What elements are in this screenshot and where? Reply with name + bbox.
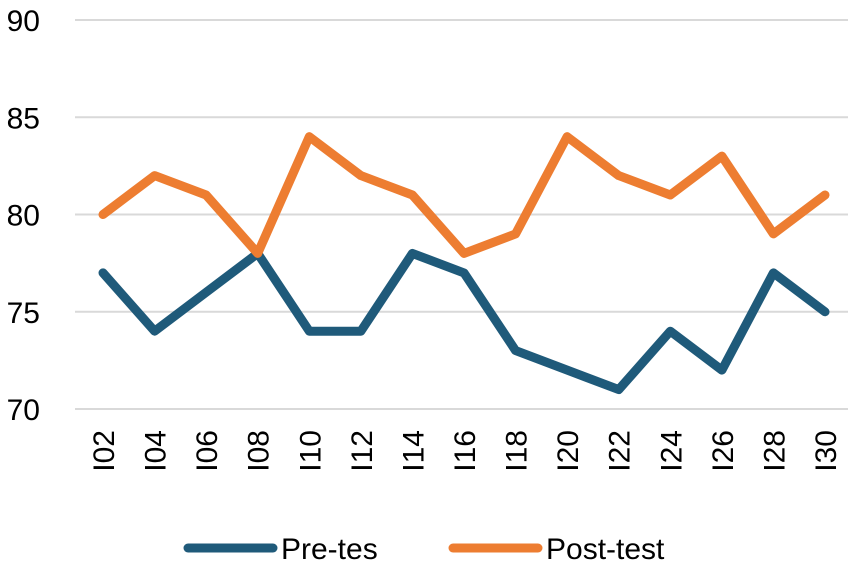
x-axis-tick-labels: I02 I04 I06 I08 I10 I12 I14 I16 I18 I20 I22 I24 I26 I… <box>88 430 843 472</box>
x-tick-label: I20 <box>552 430 585 472</box>
x-tick-label: I18 <box>501 430 534 472</box>
x-tick-label: I24 <box>655 430 688 472</box>
x-tick-label: I14 <box>397 430 430 472</box>
x-tick-label: I06 <box>191 430 224 472</box>
x-tick-label: I08 <box>243 430 276 472</box>
x-tick-label: I04 <box>140 430 173 472</box>
x-tick-label: I30 <box>810 430 843 472</box>
legend: Pre-tes Post-test <box>183 533 665 566</box>
x-tick-label: I16 <box>449 430 482 472</box>
series-line-pre-tes <box>98 248 830 395</box>
y-tick-label: 85 <box>7 102 40 135</box>
y-axis-tick-labels: 70 75 80 85 90 <box>7 5 40 427</box>
x-tick-label: I26 <box>707 430 740 472</box>
x-tick-label: I28 <box>758 430 791 472</box>
legend-label-post-test: Post-test <box>546 533 665 566</box>
x-tick-label: I12 <box>346 430 379 472</box>
x-tick-label: I10 <box>294 430 327 472</box>
series-line-post-test <box>98 132 830 258</box>
series-lines <box>98 132 830 395</box>
y-tick-label: 80 <box>7 200 40 233</box>
x-tick-label: I22 <box>604 430 637 472</box>
y-tick-label: 75 <box>7 297 40 330</box>
y-tick-label: 90 <box>7 5 40 38</box>
gridlines <box>75 19 848 410</box>
x-tick-label: I02 <box>88 430 121 472</box>
y-tick-label: 70 <box>7 394 40 427</box>
legend-label-pre-tes: Pre-tes <box>281 533 378 566</box>
